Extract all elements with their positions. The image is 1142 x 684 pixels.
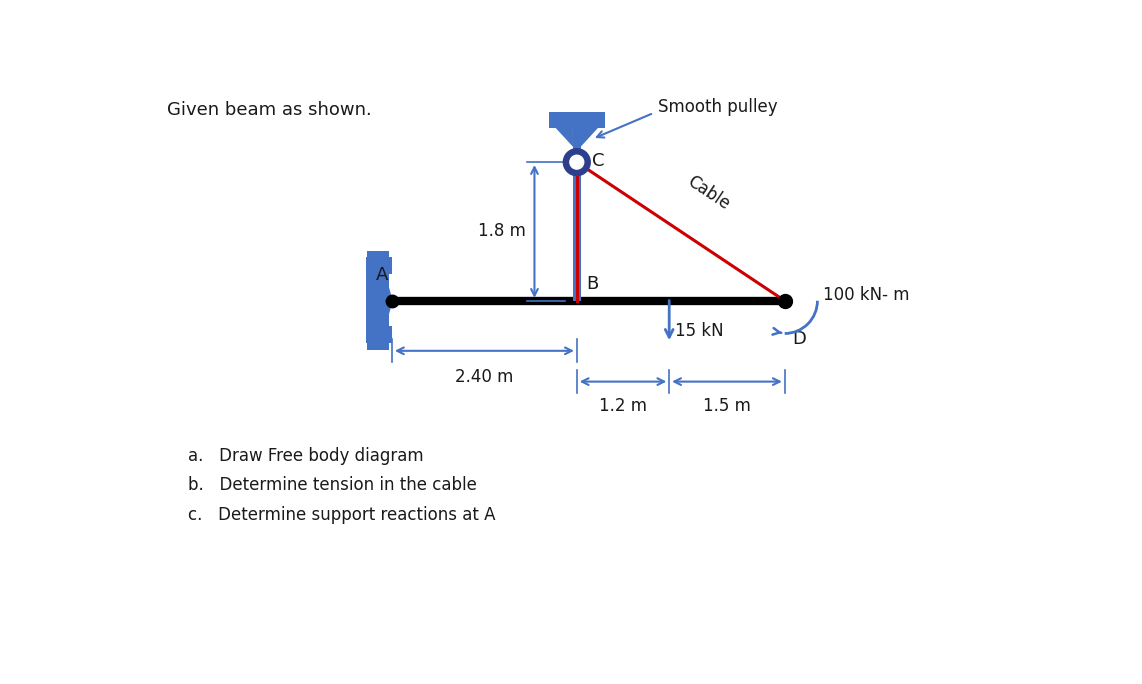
- Text: 15 kN: 15 kN: [675, 322, 724, 341]
- Bar: [365, 259, 375, 343]
- Text: 1.2 m: 1.2 m: [600, 397, 648, 415]
- Text: 100 kN- m: 100 kN- m: [823, 286, 910, 304]
- Polygon shape: [388, 287, 392, 315]
- Text: 2.40 m: 2.40 m: [456, 368, 514, 386]
- Text: Smooth pulley: Smooth pulley: [658, 98, 778, 116]
- Text: A: A: [376, 266, 388, 284]
- Bar: [549, 112, 604, 127]
- Bar: [573, 162, 580, 301]
- Text: a.   Draw Free body diagram: a. Draw Free body diagram: [188, 447, 424, 465]
- Bar: [368, 261, 389, 341]
- Bar: [365, 326, 392, 343]
- Text: 1.8 m: 1.8 m: [478, 222, 526, 241]
- Polygon shape: [580, 127, 598, 147]
- Polygon shape: [555, 127, 573, 147]
- Bar: [368, 330, 389, 350]
- Bar: [573, 125, 580, 161]
- Circle shape: [570, 155, 584, 169]
- Bar: [365, 257, 392, 274]
- Text: c.   Determine support reactions at A: c. Determine support reactions at A: [188, 505, 496, 523]
- Text: D: D: [793, 330, 806, 348]
- Text: Given beam as shown.: Given beam as shown.: [167, 101, 372, 118]
- Text: 1.5 m: 1.5 m: [703, 397, 751, 415]
- Text: C: C: [593, 152, 605, 170]
- Circle shape: [564, 149, 590, 175]
- Text: b.   Determine tension in the cable: b. Determine tension in the cable: [188, 476, 477, 495]
- Text: Cable: Cable: [684, 172, 733, 213]
- Text: B: B: [586, 275, 598, 293]
- Bar: [368, 252, 389, 272]
